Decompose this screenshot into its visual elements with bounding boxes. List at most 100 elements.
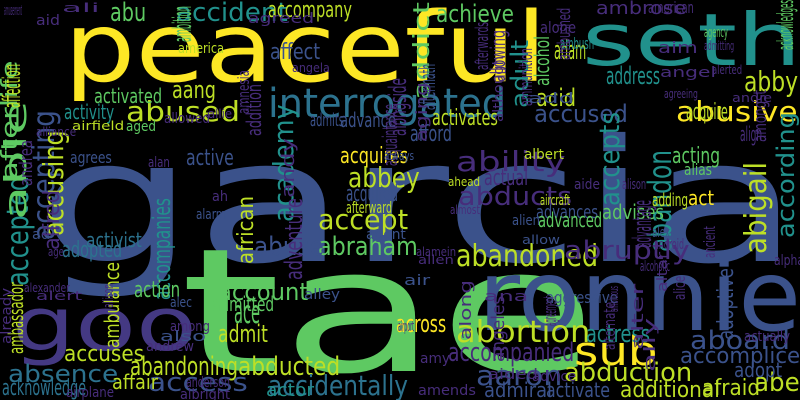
word-activates: activates — [432, 106, 498, 131]
word-adam: adam — [554, 36, 587, 66]
word-aided: aided — [488, 367, 539, 383]
word-angel: angel — [660, 65, 716, 81]
word-abducts: abducts — [458, 182, 573, 212]
word-anderson: anderson — [186, 375, 231, 391]
word-aang: aang — [172, 76, 216, 104]
word-abigail: abigail — [739, 161, 774, 254]
word-advance: advance — [340, 108, 397, 132]
word-interrogated: interrogated — [268, 81, 507, 127]
word-affection: affection — [0, 63, 26, 108]
word-adopted: adopted — [62, 238, 123, 263]
word-align: align — [740, 122, 763, 146]
word-according: according — [772, 112, 800, 238]
word-goo: goo — [12, 282, 197, 368]
word-admiral: admiral — [484, 378, 553, 400]
word-accuses: accuses — [64, 342, 145, 367]
word-alerted: alerted — [712, 63, 743, 77]
word-ancient: ancient — [700, 226, 719, 258]
word-act: act — [688, 186, 715, 210]
word-admit: admit — [218, 320, 268, 348]
word-airplane: airplane — [66, 385, 115, 400]
word-abe: abe — [754, 368, 800, 398]
word-american: american — [648, 0, 694, 17]
word-accompany: accompany — [268, 0, 352, 23]
word-alliance: alliance — [36, 125, 77, 139]
word-allow: allow — [522, 233, 560, 247]
word-amy: amy — [420, 351, 451, 367]
word-action: action — [134, 278, 181, 303]
word-ambition: ambition — [168, 6, 198, 43]
word-advises: advises — [602, 200, 664, 224]
word-accidentally: accidentally — [268, 369, 409, 400]
word-actor: actor — [266, 380, 315, 400]
word-agreement: agreement — [540, 295, 561, 326]
word-aboard: aboard — [690, 326, 791, 356]
word-amends: amends — [418, 383, 476, 399]
word-aged: aged — [126, 119, 156, 135]
word-afraid: afraid — [702, 376, 761, 400]
word-accept: accept — [318, 203, 409, 236]
word-agreed: agreed — [248, 11, 315, 27]
word-aid: aid — [36, 13, 61, 29]
word-although: although — [491, 55, 507, 122]
word-abused: abused — [126, 95, 241, 128]
word-acquires: acquires — [340, 144, 409, 169]
word-acid: acid — [536, 84, 577, 112]
word-actual: actual — [484, 166, 529, 191]
word-ana: ana — [484, 289, 529, 305]
word-alert: alert — [36, 289, 83, 303]
word-abuse: abuse — [254, 232, 324, 262]
word-abortion: abortion — [456, 315, 591, 350]
word-acting: acting — [672, 144, 721, 169]
word-allie: allie — [208, 107, 233, 121]
word-activist: activist — [86, 228, 142, 252]
word-ali: ali — [62, 1, 100, 15]
word-already: already — [0, 287, 15, 344]
word-aaron: aaron — [476, 359, 563, 392]
word-agent: agent — [366, 227, 406, 243]
word-ability: ability — [456, 145, 566, 178]
word-age: age — [48, 245, 64, 259]
word-alfred: alfred — [40, 189, 65, 250]
word-allen: allen — [418, 253, 454, 267]
word-ronnie: ronnie — [478, 240, 800, 354]
word-andrew: andrew — [146, 339, 195, 355]
word-accident: accident — [176, 0, 288, 28]
word-account: account — [218, 278, 309, 306]
word-access: access — [148, 368, 248, 398]
word-alexander: alexander — [24, 281, 70, 295]
word-alcoholic: alcoholic — [640, 259, 671, 275]
word-andy: andy — [278, 138, 299, 198]
word-ambushed: ambushed — [554, 7, 575, 60]
word-abruptly: abruptly — [564, 236, 690, 266]
word-air: air — [404, 273, 431, 289]
word-alias: alias — [684, 160, 713, 179]
word-also: also — [160, 329, 206, 345]
word-alley: alley — [304, 287, 341, 303]
word-activity: activity — [64, 100, 115, 124]
word-acquire: acquire — [686, 100, 728, 125]
word-active: active — [186, 146, 234, 171]
word-afford: afford — [410, 122, 452, 147]
word-andrea: andrea — [16, 140, 37, 186]
word-activated: activated — [94, 84, 163, 108]
word-allowed: allowed — [164, 111, 210, 127]
word-adopt: adopt — [734, 358, 783, 382]
word-andie: andie — [732, 91, 772, 105]
word-airfield: airfield — [72, 119, 125, 133]
word-affair: affair — [112, 370, 159, 394]
word-advances: advances — [536, 202, 598, 223]
word-alongside: alongside — [384, 78, 412, 136]
word-actress: actress — [586, 320, 651, 348]
word-alice: alice — [670, 275, 689, 300]
word-albright: albright — [180, 387, 230, 400]
word-aim: aim — [658, 38, 698, 57]
word-alien: alien — [512, 213, 540, 229]
word-adoptive: adoptive — [714, 268, 739, 340]
word-airport: airport — [398, 319, 415, 335]
word-advanced: advanced — [538, 208, 603, 232]
word-among: among — [170, 319, 210, 335]
word-alex: alex — [652, 225, 671, 241]
word-along: along — [456, 280, 475, 340]
